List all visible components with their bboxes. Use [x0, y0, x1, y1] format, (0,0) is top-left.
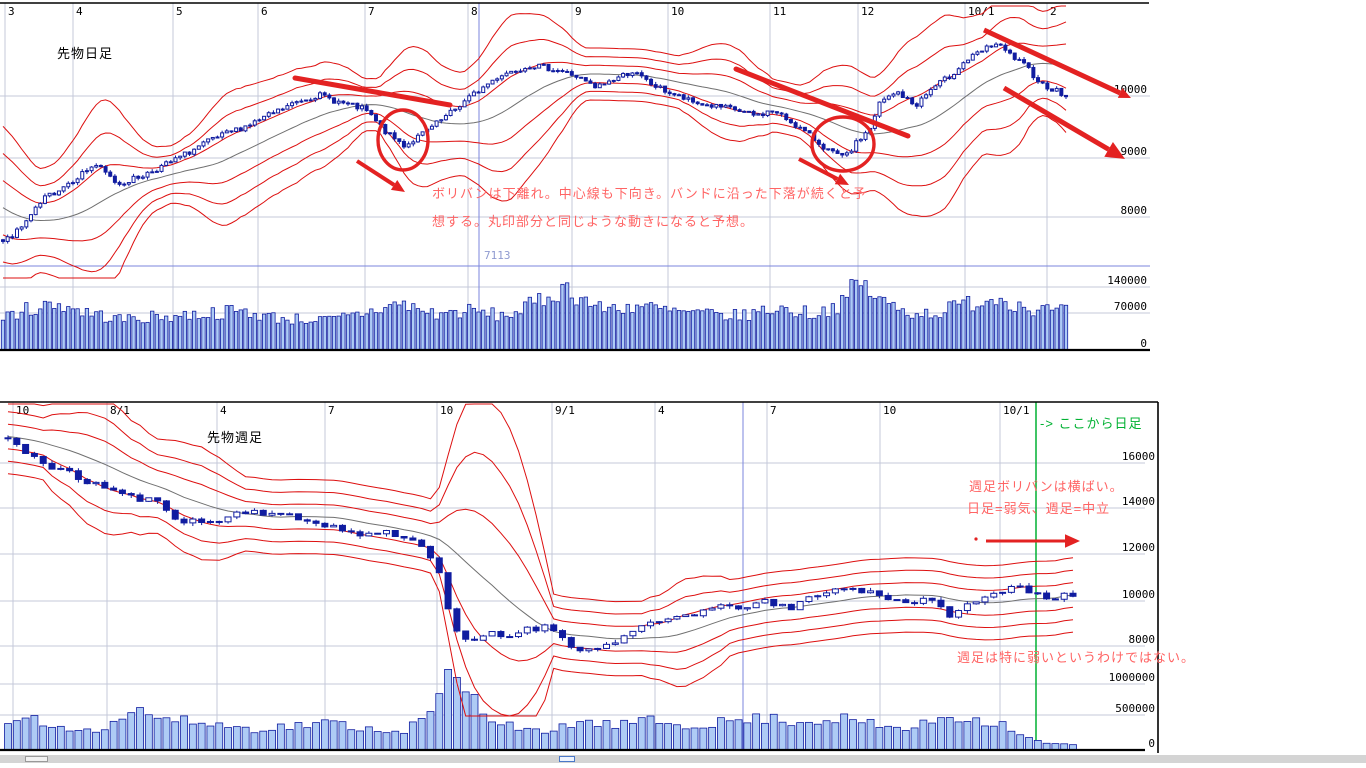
weekly-green-note: -> ここから日足	[1040, 416, 1143, 431]
svg-text:10000: 10000	[1122, 588, 1155, 601]
svg-text:4: 4	[220, 404, 227, 417]
daily-chart-panel: 3 4 5 6 7 8 9 10 11 12 10/1 21000090008000140000700…	[0, 2, 1150, 352]
svg-text:6: 6	[261, 5, 268, 18]
weekly-annotation-note-line1: 週足ボリバンは横ばい。	[969, 479, 1124, 494]
svg-text:500000: 500000	[1115, 702, 1155, 715]
svg-text:11: 11	[773, 5, 786, 18]
svg-text:10: 10	[440, 404, 453, 417]
svg-text:0: 0	[1140, 337, 1147, 350]
daily-annotation-note-line2: 想する。丸印部分と同じような動きになると予想。	[432, 214, 755, 229]
svg-text:5: 5	[176, 5, 183, 18]
svg-text:8: 8	[471, 5, 478, 18]
hand-drawn-annotations	[292, 27, 1131, 548]
svg-text:0: 0	[1148, 737, 1155, 750]
scrollbar-thumb-left[interactable]	[25, 756, 48, 762]
weekly-chart-panel: 10 8/1 4 7 10 9/1 4 7 10 10/1 16000 14000 12000 10000…	[0, 401, 1159, 753]
svg-text:7: 7	[368, 5, 375, 18]
svg-text:70000: 70000	[1114, 300, 1147, 313]
weekly-annotation-note-line2: 日足=弱気、週足=中立	[967, 501, 1111, 516]
weekly-annotation-note-line3: 週足は特に弱いというわけではない。	[957, 650, 1196, 665]
svg-text:140000: 140000	[1107, 274, 1147, 287]
crosshair-value-label: 7113	[484, 249, 511, 262]
svg-text:7: 7	[770, 404, 777, 417]
svg-text:8000: 8000	[1129, 633, 1156, 646]
svg-text:4: 4	[658, 404, 665, 417]
svg-text:3: 3	[8, 5, 15, 18]
svg-text:10/1: 10/1	[1003, 404, 1030, 417]
svg-text:12000: 12000	[1122, 541, 1155, 554]
daily-annotation-note-line1: ボリバンは下離れ。中心線も下向き。バンドに沿った下落が続くと予	[432, 186, 867, 201]
svg-text:10: 10	[671, 5, 684, 18]
svg-text:7: 7	[328, 404, 335, 417]
svg-text:1000000: 1000000	[1109, 671, 1155, 684]
svg-text:9/1: 9/1	[555, 404, 575, 417]
svg-text:4: 4	[76, 5, 83, 18]
svg-text:16000: 16000	[1122, 450, 1155, 463]
svg-text:2: 2	[1050, 5, 1057, 18]
svg-text:8/1: 8/1	[110, 404, 130, 417]
daily-chart-title: 先物日足	[57, 46, 114, 61]
svg-text:12: 12	[861, 5, 874, 18]
svg-text:9: 9	[575, 5, 582, 18]
horizontal-scrollbar-track[interactable]	[0, 755, 1366, 763]
svg-text:10: 10	[16, 404, 29, 417]
weekly-chart-title: 先物週足	[207, 430, 264, 445]
svg-text:9000: 9000	[1121, 145, 1148, 158]
svg-text:8000: 8000	[1121, 204, 1148, 217]
scrollbar-thumb-selected[interactable]	[559, 756, 575, 762]
svg-text:14000: 14000	[1122, 495, 1155, 508]
svg-text:10: 10	[883, 404, 896, 417]
